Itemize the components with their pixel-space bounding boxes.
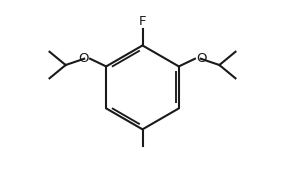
Text: F: F <box>139 15 146 28</box>
Text: O: O <box>196 52 207 64</box>
Text: O: O <box>78 52 89 64</box>
